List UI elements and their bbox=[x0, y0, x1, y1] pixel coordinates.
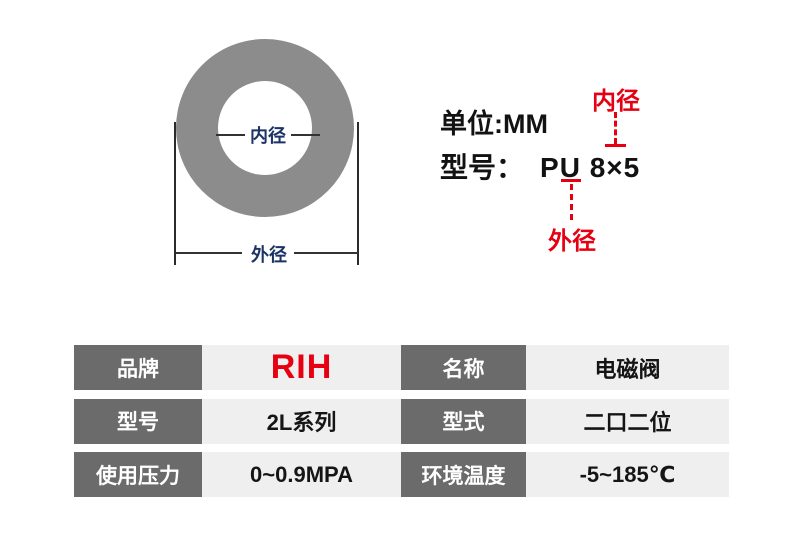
type-header-cell: 型式 bbox=[401, 398, 526, 444]
temperature-header-cell: 环境温度 bbox=[401, 452, 526, 497]
model-header-cell: 型号 bbox=[74, 398, 202, 444]
outer-diameter-extension-line-left bbox=[174, 122, 176, 265]
pressure-header-cell: 使用压力 bbox=[74, 452, 202, 497]
model-label: 型号： bbox=[440, 152, 525, 183]
inner-diameter-tick-right bbox=[291, 134, 320, 136]
brand-value-cell: RIH bbox=[202, 345, 401, 390]
outer-diameter-dimension-line-right bbox=[294, 252, 358, 254]
outer-diameter-pointer-end-bar bbox=[561, 179, 581, 182]
inner-diameter-pointer-end-bar bbox=[605, 144, 626, 147]
tube-ring-shape bbox=[176, 39, 354, 217]
outer-diameter-pointer-label: 外径 bbox=[548, 228, 596, 255]
inner-diameter-pointer-label: 内径 bbox=[592, 88, 640, 115]
name-header-cell: 名称 bbox=[401, 345, 526, 390]
temperature-value-cell: -5~185℃ bbox=[526, 452, 729, 497]
name-value-cell: 电磁阀 bbox=[526, 345, 729, 390]
outer-diameter-label: 外径 bbox=[251, 245, 287, 265]
outer-diameter-dimension-line-left bbox=[176, 252, 242, 254]
pressure-value-cell: 0~0.9MPA bbox=[202, 452, 401, 497]
model-value: PU 8×5 bbox=[540, 152, 641, 183]
unit-text: 单位:MM bbox=[440, 109, 548, 139]
model-text: 型号： PU 8×5 bbox=[440, 146, 640, 186]
inner-diameter-label: 内径 bbox=[250, 126, 286, 146]
spec-table: 品牌 RIH 名称 电磁阀 型号 2L系列 型式 二口二位 使用压力 0~0.9… bbox=[74, 345, 729, 506]
model-value-cell: 2L系列 bbox=[202, 398, 401, 444]
outer-diameter-extension-line-right bbox=[357, 122, 359, 265]
inner-diameter-callout: 内径 bbox=[216, 123, 320, 147]
type-value-cell: 二口二位 bbox=[526, 398, 729, 444]
outer-diameter-pointer-dashed-line bbox=[570, 184, 573, 220]
table-row: 使用压力 0~0.9MPA 环境温度 -5~185℃ bbox=[74, 452, 729, 497]
brand-header-cell: 品牌 bbox=[74, 345, 202, 390]
inner-diameter-pointer-dashed-line bbox=[614, 112, 617, 144]
tube-ring-hole bbox=[218, 81, 312, 175]
table-row: 型号 2L系列 型式 二口二位 bbox=[74, 398, 729, 444]
inner-diameter-tick-left bbox=[216, 134, 245, 136]
table-row: 品牌 RIH 名称 电磁阀 bbox=[74, 345, 729, 390]
